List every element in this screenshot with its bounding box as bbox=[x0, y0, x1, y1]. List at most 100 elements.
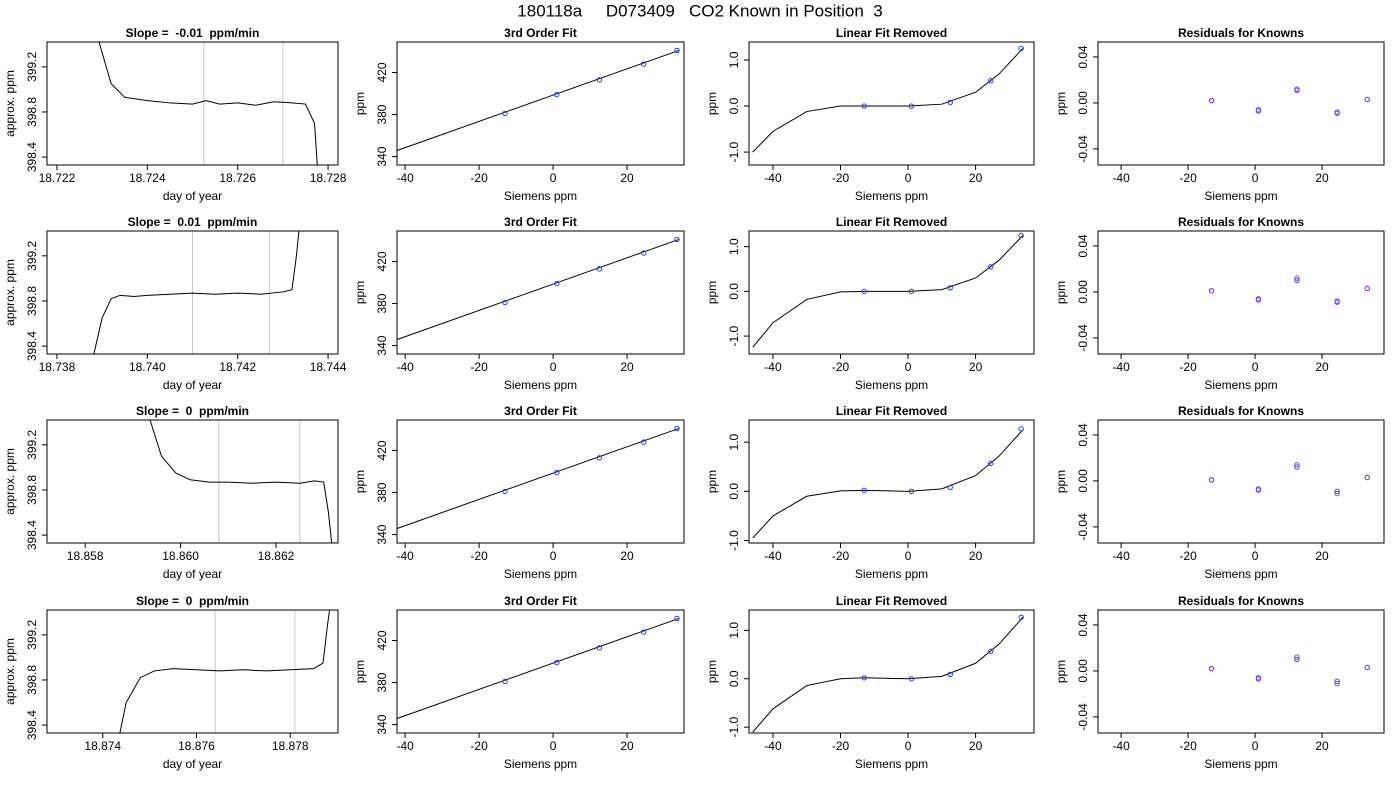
x-tick-label: 18.744 bbox=[310, 360, 347, 374]
y-tick-label: -0.04 bbox=[1076, 513, 1090, 541]
x-tick-label: -40 bbox=[1112, 549, 1130, 563]
data-point bbox=[1018, 232, 1024, 239]
plot-area bbox=[1208, 462, 1370, 497]
x-tick-label: -40 bbox=[764, 549, 782, 563]
x-tick-label: -20 bbox=[832, 739, 850, 753]
x-axis-label: Siemens ppm bbox=[504, 378, 577, 392]
data-point bbox=[596, 77, 603, 83]
x-axis-label: Siemens ppm bbox=[504, 567, 577, 581]
x-tick-label: -20 bbox=[1179, 549, 1197, 563]
data-line bbox=[93, 231, 300, 354]
panel: 3rd Order Fit Siemens ppm ppm -40 -20 0 20 340 3… bbox=[353, 594, 685, 771]
panel: Residuals for Knowns Siemens ppm ppm -40 -20… bbox=[1054, 215, 1385, 392]
y-tick-label: -1.0 bbox=[727, 141, 741, 162]
data-point bbox=[908, 288, 915, 295]
y-tick-label: 380 bbox=[375, 672, 389, 692]
x-tick-label: -40 bbox=[764, 360, 782, 374]
x-tick-label: 18.878 bbox=[272, 739, 309, 753]
x-tick-label: 0 bbox=[550, 171, 557, 185]
data-point bbox=[1334, 110, 1340, 116]
data-line bbox=[397, 617, 679, 720]
y-tick-label: 398.4 bbox=[25, 710, 39, 740]
data-line bbox=[397, 427, 679, 530]
data-point bbox=[1255, 108, 1262, 114]
panel-title: 3rd Order Fit bbox=[504, 404, 577, 418]
panel: Residuals for Knowns Siemens ppm ppm -40 -20… bbox=[1054, 26, 1385, 203]
y-tick-label: 398.4 bbox=[25, 520, 39, 550]
x-tick-label: -40 bbox=[764, 171, 782, 185]
x-tick-label: 20 bbox=[969, 171, 983, 185]
y-tick-label: -0.04 bbox=[1076, 324, 1090, 352]
x-tick-label: 0 bbox=[1252, 171, 1259, 185]
data-line bbox=[397, 238, 679, 341]
plot-area bbox=[397, 615, 680, 720]
y-tick-label: 420 bbox=[375, 630, 389, 650]
x-axis-label: Siemens ppm bbox=[855, 567, 928, 581]
y-axis-label: ppm bbox=[353, 281, 367, 304]
data-point bbox=[640, 439, 647, 445]
plot-area bbox=[1208, 654, 1370, 687]
data-point bbox=[640, 629, 647, 635]
x-tick-label: 20 bbox=[1315, 549, 1329, 563]
data-point bbox=[1294, 464, 1300, 470]
x-tick-label: -40 bbox=[396, 549, 414, 563]
plot-frame bbox=[46, 41, 339, 166]
data-line bbox=[98, 42, 318, 165]
x-tick-label: 0 bbox=[550, 549, 557, 563]
plot-area bbox=[93, 231, 300, 354]
panel: Residuals for Knowns Siemens ppm ppm -40 -20… bbox=[1054, 594, 1385, 771]
plot-area bbox=[752, 45, 1024, 153]
data-point bbox=[554, 659, 560, 666]
plot-frame bbox=[748, 609, 1035, 734]
data-point bbox=[554, 469, 560, 476]
x-tick-label: 18.722 bbox=[39, 171, 76, 185]
x-tick-label: 18.862 bbox=[258, 549, 295, 563]
plot-frame bbox=[46, 419, 339, 544]
x-tick-label: 0 bbox=[550, 360, 557, 374]
y-axis-label: ppm bbox=[705, 470, 719, 493]
data-point bbox=[908, 676, 915, 682]
x-tick-label: 20 bbox=[620, 171, 634, 185]
panel: Slope = -0.01 ppm/min day of year approx. … bbox=[3, 26, 347, 203]
plot-frame bbox=[1097, 230, 1385, 355]
data-point bbox=[1018, 426, 1024, 432]
y-tick-label: -1.0 bbox=[727, 717, 741, 738]
y-tick-label: 420 bbox=[375, 62, 389, 82]
panel: Linear Fit Removed Siemens ppm ppm -40 -20 0 2… bbox=[705, 26, 1035, 203]
panel-title: 3rd Order Fit bbox=[504, 594, 577, 608]
x-axis-label: day of year bbox=[163, 567, 222, 581]
x-tick-label: 18.874 bbox=[84, 739, 121, 753]
figure-title: 180118a D073409 CO2 Known in Position 3 bbox=[517, 1, 882, 20]
x-axis-label: day of year bbox=[163, 757, 222, 771]
y-tick-label: 340 bbox=[375, 335, 389, 355]
x-tick-label: -20 bbox=[470, 739, 488, 753]
y-tick-label: 1.0 bbox=[727, 433, 741, 450]
plot-area bbox=[752, 426, 1024, 539]
y-axis-label: ppm bbox=[705, 92, 719, 115]
y-axis-label: ppm bbox=[1054, 660, 1068, 683]
data-point bbox=[1255, 487, 1262, 493]
x-tick-label: 0 bbox=[905, 171, 912, 185]
x-tick-label: 18.876 bbox=[178, 739, 215, 753]
panel: Residuals for Knowns Siemens ppm ppm -40 -20… bbox=[1054, 404, 1385, 581]
y-tick-label: 0.04 bbox=[1076, 45, 1090, 69]
y-axis-label: approx. ppm bbox=[3, 70, 17, 137]
data-point bbox=[861, 487, 867, 494]
panel: 3rd Order Fit Siemens ppm ppm -40 -20 0 20 340 3… bbox=[353, 404, 685, 581]
panel-title: 3rd Order Fit bbox=[504, 215, 577, 229]
panel-title: 3rd Order Fit bbox=[504, 26, 577, 40]
data-point bbox=[1334, 678, 1340, 684]
x-axis-label: Siemens ppm bbox=[1204, 189, 1277, 203]
y-tick-label: 399.2 bbox=[25, 429, 39, 459]
x-tick-label: -20 bbox=[832, 171, 850, 185]
plot-area bbox=[149, 420, 333, 543]
y-tick-label: 1.0 bbox=[727, 238, 741, 255]
x-axis-label: Siemens ppm bbox=[1204, 378, 1277, 392]
x-tick-label: 18.728 bbox=[310, 171, 347, 185]
plot-frame bbox=[748, 230, 1035, 355]
x-tick-label: -40 bbox=[764, 739, 782, 753]
plot-area bbox=[1208, 275, 1370, 305]
plot-area bbox=[1208, 86, 1370, 116]
data-point bbox=[908, 103, 915, 109]
